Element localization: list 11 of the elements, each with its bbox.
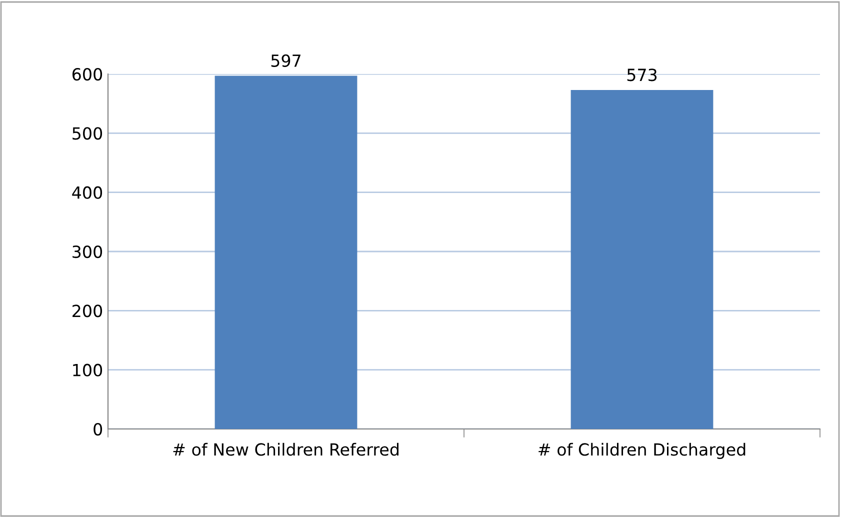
y-tick-label: 100 xyxy=(73,364,102,376)
data-label: 573 xyxy=(627,68,657,82)
y-tick-label: 400 xyxy=(72,186,102,199)
x-tick-label: # of New Children Referred xyxy=(173,442,398,456)
y-tick-label: 300 xyxy=(72,245,102,258)
x-tick-label: # of Children Discharged xyxy=(538,442,746,460)
y-tick-label: 600 xyxy=(72,68,102,81)
y-tick-label: 0 xyxy=(94,422,102,436)
y-tick-label: 500 xyxy=(72,127,102,140)
y-tick-label: 200 xyxy=(72,304,102,318)
data-label: 597 xyxy=(271,54,300,67)
